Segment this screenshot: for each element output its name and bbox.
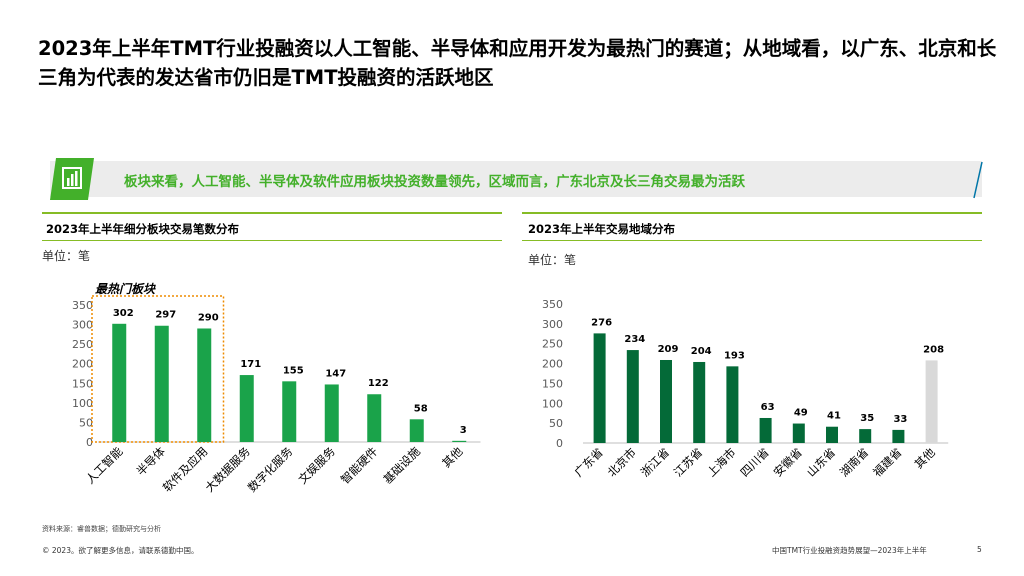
- category-label: 上海市: [704, 445, 738, 479]
- data-label: 49: [794, 408, 808, 419]
- bar: [154, 325, 169, 442]
- category-label: 广东省: [571, 445, 605, 479]
- page-number: 5: [977, 545, 982, 554]
- data-label: 41: [827, 411, 841, 422]
- data-label: 3: [460, 425, 467, 436]
- bar: [726, 366, 739, 443]
- bar: [892, 429, 905, 443]
- y-tick-label: 200: [542, 358, 563, 371]
- data-label: 234: [624, 334, 645, 345]
- y-tick-label: 250: [542, 338, 563, 351]
- bar-chart-icon: [50, 158, 94, 200]
- data-label: 204: [691, 346, 712, 357]
- bar: [593, 333, 606, 443]
- data-label: 122: [368, 378, 389, 389]
- left-panel-top-rule: [42, 212, 502, 214]
- bar: [792, 423, 805, 443]
- y-tick-label: 200: [72, 358, 93, 371]
- key-message-banner: [50, 161, 982, 197]
- data-label: 302: [113, 308, 134, 319]
- source-note: 资料来源：睿兽数据；德勤研究与分析: [42, 525, 161, 533]
- bar: [197, 328, 212, 442]
- data-label: 58: [414, 403, 428, 414]
- right-chart-title: 2023年上半年交易地域分布: [528, 222, 676, 236]
- y-tick-label: 100: [72, 397, 93, 410]
- bar: [112, 323, 127, 442]
- hot-sector-highlight-box: [91, 295, 225, 443]
- page-title: 2023年上半年TMT行业投融资以人工智能、半导体和应用开发为最热门的赛道；从地…: [38, 37, 997, 89]
- category-label: 安徽省: [771, 445, 805, 479]
- hot-sector-label: 最热门板块: [95, 282, 156, 296]
- left-panel-title-rule: [42, 240, 502, 241]
- y-tick-label: 150: [542, 377, 563, 390]
- data-label: 155: [283, 365, 304, 376]
- y-tick-label: 0: [86, 436, 93, 449]
- y-tick-label: 150: [72, 377, 93, 390]
- category-label: 浙江省: [638, 445, 672, 479]
- right-panel-top-rule: [522, 212, 982, 214]
- data-label: 290: [198, 312, 219, 323]
- data-label: 209: [658, 344, 679, 355]
- right-panel-title-rule: [522, 240, 982, 241]
- category-label: 其他: [912, 445, 939, 472]
- bar: [925, 360, 938, 443]
- data-label: 63: [761, 402, 775, 413]
- bar: [859, 429, 872, 443]
- y-tick-label: 300: [542, 318, 563, 331]
- category-label: 江苏省: [671, 445, 705, 479]
- data-label: 193: [724, 350, 745, 361]
- bar: [693, 361, 706, 443]
- bar: [660, 359, 672, 443]
- y-tick-label: 250: [72, 338, 93, 351]
- data-label: 171: [240, 359, 261, 370]
- bar: [367, 394, 382, 442]
- bar: [826, 426, 838, 443]
- y-tick-label: 350: [72, 299, 93, 312]
- y-tick-label: 100: [542, 397, 563, 410]
- data-label: 33: [893, 414, 907, 425]
- category-label: 北京市: [605, 445, 639, 479]
- data-label: 276: [591, 317, 612, 328]
- left-chart-title: 2023年上半年细分板块交易笔数分布: [46, 222, 240, 236]
- bar: [239, 375, 254, 442]
- copyright-note: © 2023。欲了解更多信息，请联系德勤中国。: [42, 546, 199, 555]
- data-label: 35: [860, 413, 874, 424]
- data-label: 297: [155, 310, 176, 321]
- left-chart-unit: 单位：笔: [42, 249, 91, 263]
- bar: [626, 350, 639, 443]
- right-chart-unit: 单位：笔: [528, 253, 577, 267]
- category-label: 福建省: [870, 445, 904, 479]
- data-label: 208: [923, 344, 944, 355]
- y-tick-label: 50: [549, 417, 563, 430]
- banner-slash-decoration: [973, 161, 983, 199]
- bar: [282, 381, 297, 442]
- category-label: 湖南省: [837, 445, 871, 479]
- y-tick-label: 0: [556, 437, 563, 450]
- y-tick-label: 300: [72, 319, 93, 332]
- banner-text: 板块来看，人工智能、半导体及软件应用板块投资数量领先，区域而言，广东北京及长三角…: [124, 174, 745, 190]
- bar: [409, 419, 424, 442]
- report-name: 中国TMT行业投融资趋势展望—2023年上半年: [772, 546, 927, 555]
- bar: [452, 440, 467, 442]
- bar: [759, 417, 772, 443]
- category-label: 四川省: [737, 445, 771, 479]
- y-tick-label: 350: [542, 298, 563, 311]
- bar: [324, 384, 339, 442]
- category-label: 山东省: [804, 445, 838, 479]
- data-label: 147: [325, 368, 346, 379]
- y-tick-label: 50: [79, 416, 93, 429]
